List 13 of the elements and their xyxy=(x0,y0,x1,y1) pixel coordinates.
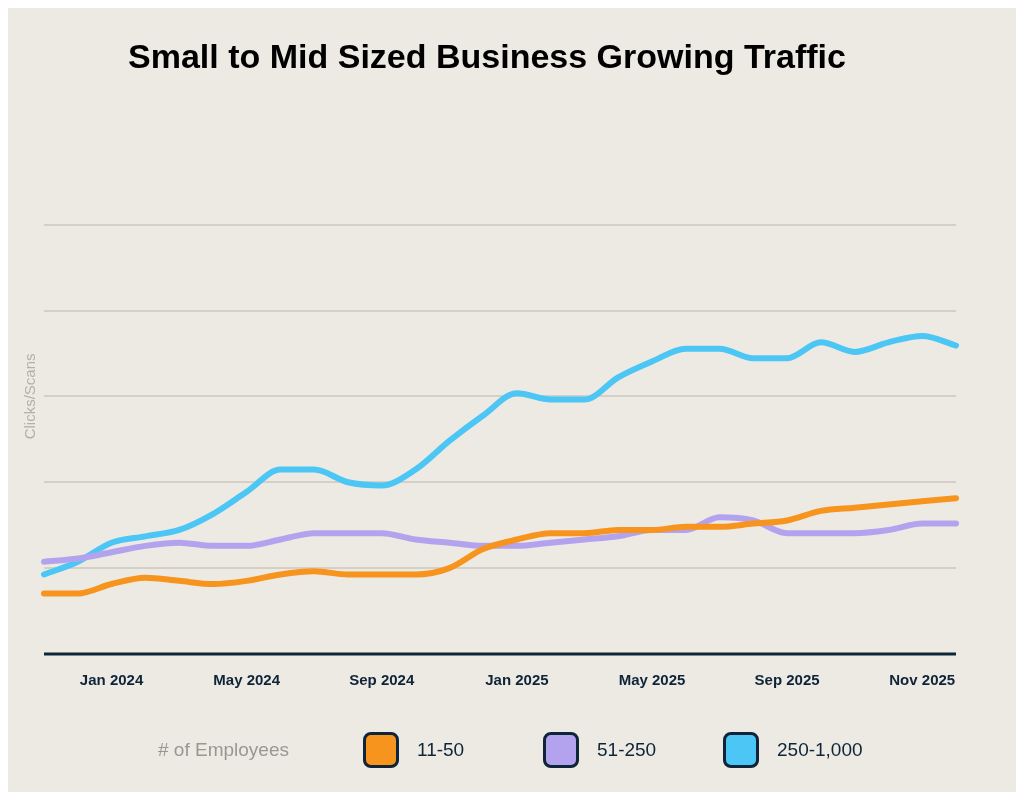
y-axis-title: Clicks/Scans xyxy=(21,353,39,440)
x-tick-label: Jan 2024 xyxy=(79,671,144,689)
x-tick-label: May 2025 xyxy=(618,671,686,689)
chart-title: Small to Mid Sized Business Growing Traffic xyxy=(128,36,846,75)
legend-label: 250-1,000 xyxy=(777,739,863,761)
legend-title: # of Employees xyxy=(158,739,290,761)
x-tick-label: Sep 2025 xyxy=(754,671,820,689)
x-tick-label: Sep 2024 xyxy=(349,671,415,689)
legend-label: 51-250 xyxy=(597,739,657,761)
x-tick-label: Jan 2025 xyxy=(485,671,549,689)
x-tick-label: May 2024 xyxy=(213,671,281,689)
x-tick-label: Nov 2025 xyxy=(889,671,956,689)
legend-label: 11-50 xyxy=(417,739,465,761)
